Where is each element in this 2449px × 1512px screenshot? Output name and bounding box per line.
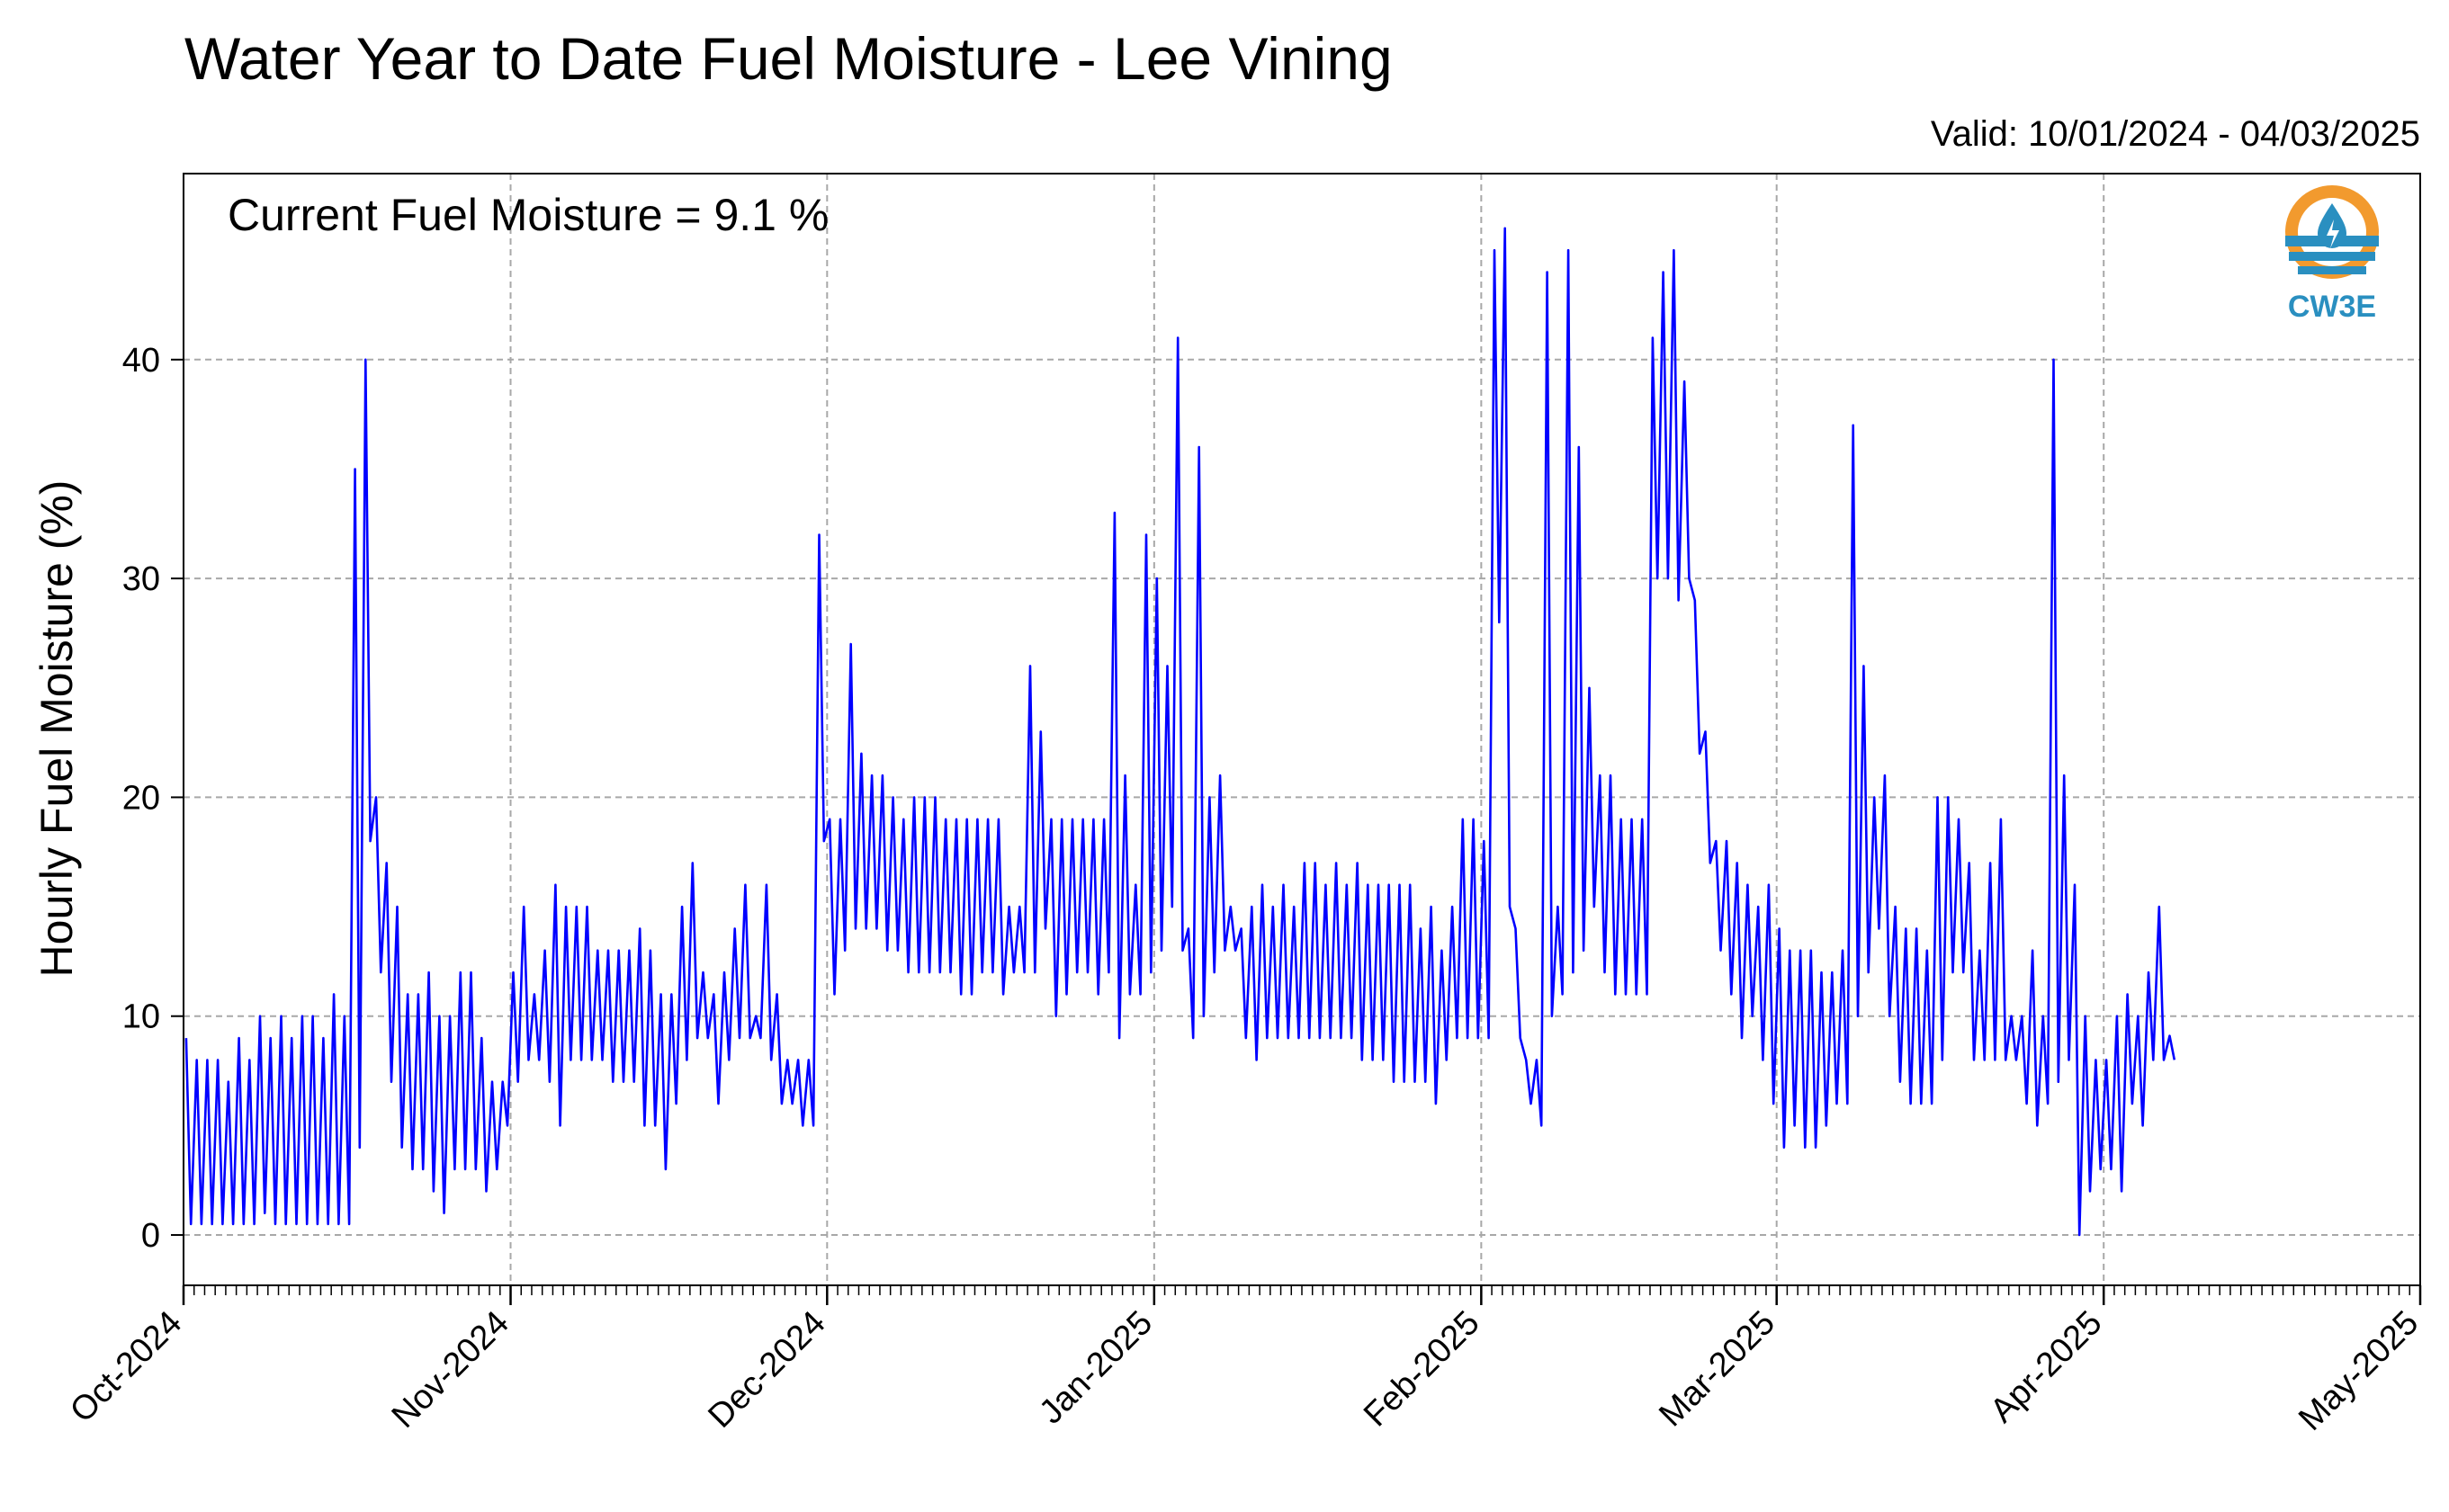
series-line-layer — [184, 227, 2176, 1237]
y-tick-label: 10 — [122, 998, 160, 1036]
logo-text: CW3E — [2288, 290, 2376, 324]
x-tick-label: Nov-2024 — [385, 1304, 516, 1436]
x-tick-label: Apr-2025 — [1983, 1304, 2109, 1430]
cw3e-logo: CW3E — [2285, 185, 2379, 324]
cw3e-logo-icon — [2285, 185, 2379, 279]
x-tick-label: Jan-2025 — [1032, 1304, 1160, 1432]
series-line — [184, 227, 2176, 1237]
grid-lines — [184, 174, 2420, 1285]
y-tick-label: 30 — [122, 560, 160, 598]
valid-range: Valid: 10/01/2024 - 04/03/2025 — [1931, 114, 2420, 154]
y-axis-label: Hourly Fuel Moisture (%) — [31, 480, 82, 978]
x-tick-label: Feb-2025 — [1357, 1304, 1487, 1435]
chart-title: Water Year to Date Fuel Moisture - Lee V… — [184, 25, 1393, 92]
plot-frame — [183, 173, 2421, 1286]
axes: 0 10 20 30 40 Oct-2024 Nov-2024 Dec-2024 Jan-202… — [63, 342, 2426, 1438]
x-tick-label: Oct-2024 — [63, 1304, 189, 1430]
x-tick-label: May-2025 — [2292, 1304, 2426, 1438]
x-tick-label: Mar-2025 — [1652, 1304, 1782, 1435]
y-tick-label: 0 — [141, 1217, 160, 1255]
y-tick-label: 20 — [122, 779, 160, 817]
current-fuel-moisture-annotation: Current Fuel Moisture = 9.1 % — [228, 190, 829, 240]
y-tick-label: 40 — [122, 342, 160, 380]
x-tick-label: Dec-2024 — [701, 1304, 832, 1436]
